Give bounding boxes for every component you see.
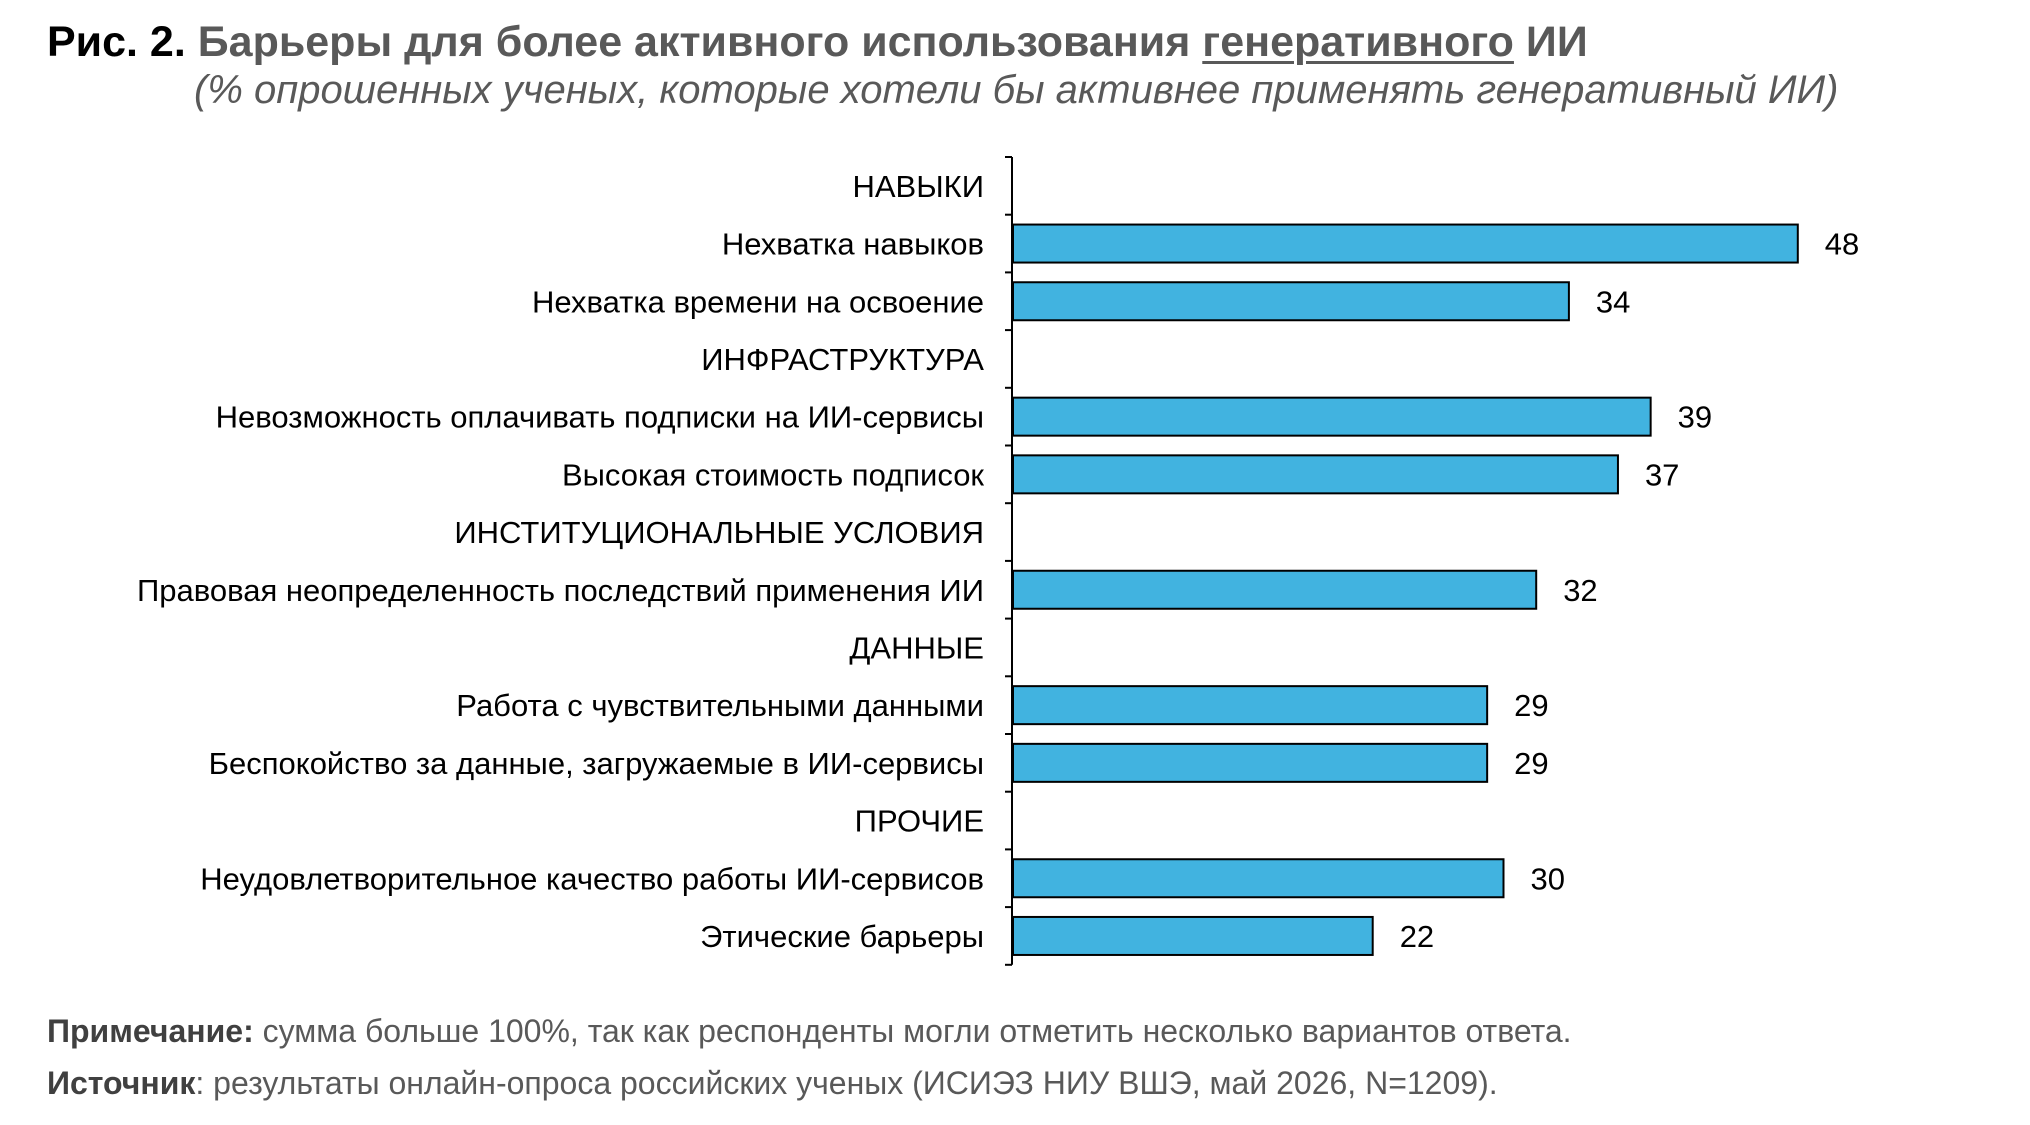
- data-label: 39: [1678, 400, 1712, 435]
- bar: [1012, 396, 1652, 437]
- source-label: Источник: [47, 1065, 196, 1101]
- data-label: 29: [1514, 688, 1548, 723]
- category-label: Неудовлетворительное качество работы ИИ-…: [200, 861, 984, 896]
- category-label: Работа с чувствительными данными: [456, 688, 984, 723]
- note-line: Примечание: сумма больше 100%, так как р…: [47, 1005, 1572, 1057]
- data-label: 29: [1514, 746, 1548, 781]
- source-line: Источник: результаты онлайн-опроса росси…: [47, 1057, 1572, 1109]
- group-label: ИНФРАСТРУКТУРА: [701, 342, 984, 377]
- category-label: Высокая стоимость подписок: [562, 457, 984, 492]
- bar: [1012, 685, 1489, 726]
- category-label: Невозможность оплачивать подписки на ИИ-…: [216, 400, 984, 435]
- note-label: Примечание:: [47, 1013, 254, 1049]
- data-label: 32: [1563, 573, 1597, 608]
- bar-chart: НАВЫКИ Нехватка навыков 48 Нехватка времени…: [137, 156, 1859, 966]
- bar: [1012, 281, 1570, 322]
- data-label: 30: [1531, 861, 1565, 896]
- bar: [1012, 915, 1374, 956]
- group-label: ПРОЧИЕ: [855, 804, 984, 839]
- title-underlined-word: генеративного: [1202, 18, 1514, 66]
- chart-title: Рис. 2. Барьеры для более активного испо…: [47, 18, 1588, 67]
- bar: [1012, 454, 1619, 495]
- title-text-start: Барьеры для более активного использовани…: [197, 18, 1191, 66]
- title-text-end: ИИ: [1525, 18, 1588, 66]
- data-label: 34: [1596, 284, 1630, 319]
- category-label: Правовая неопределенность последствий пр…: [137, 573, 984, 608]
- source-text: : результаты онлайн-опроса российских уч…: [195, 1065, 1498, 1101]
- category-label: Нехватка времени на освоение: [532, 284, 984, 319]
- note-text: сумма больше 100%, так как респонденты м…: [253, 1013, 1572, 1049]
- chart-footnotes: Примечание: сумма больше 100%, так как р…: [47, 1005, 1572, 1109]
- category-label: Беспокойство за данные, загружаемые в ИИ…: [209, 746, 984, 781]
- bar: [1012, 742, 1489, 783]
- data-label: 22: [1400, 919, 1434, 954]
- data-label: 37: [1645, 457, 1679, 492]
- group-label: ИНСТИТУЦИОНАЛЬНЫЕ УСЛОВИЯ: [454, 515, 984, 550]
- bar: [1012, 858, 1505, 899]
- data-label: 48: [1825, 227, 1859, 262]
- figure-number: Рис. 2.: [47, 18, 186, 66]
- bar: [1012, 223, 1799, 264]
- group-label: ДАННЫЕ: [849, 630, 984, 665]
- chart-subtitle: (% опрошенных ученых, которые хотели бы …: [194, 68, 1839, 112]
- category-label: Нехватка навыков: [722, 227, 984, 262]
- category-label: Этические барьеры: [700, 919, 984, 954]
- bar: [1012, 569, 1538, 610]
- group-label: НАВЫКИ: [852, 169, 984, 204]
